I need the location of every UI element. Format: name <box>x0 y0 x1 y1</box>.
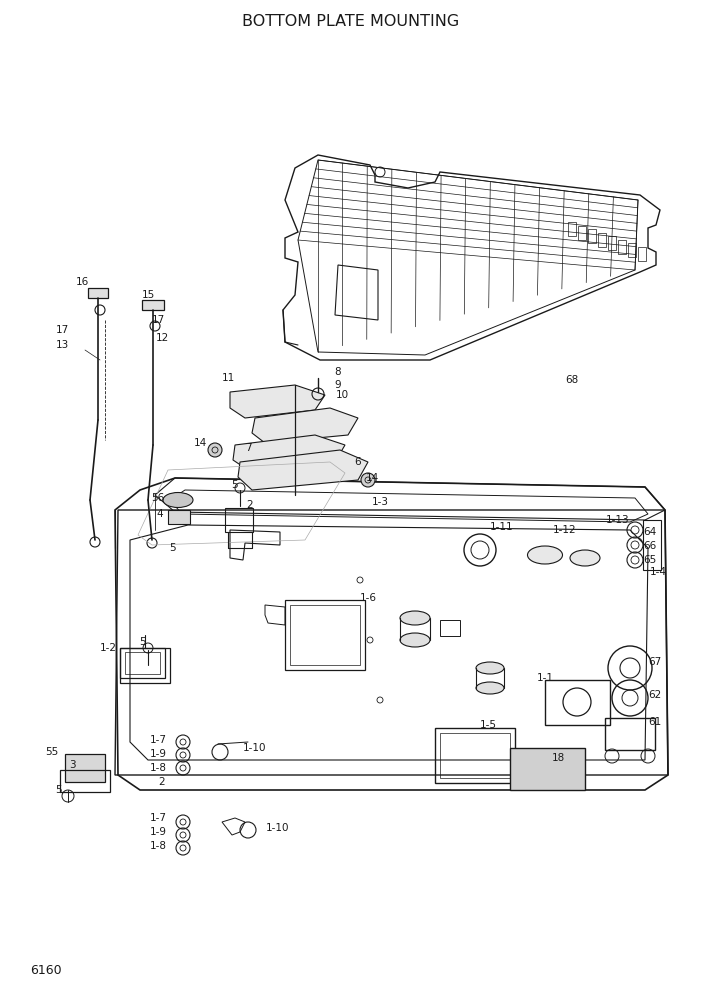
Bar <box>168 510 190 524</box>
Text: 1-5: 1-5 <box>479 720 496 730</box>
Bar <box>605 718 655 750</box>
Ellipse shape <box>570 550 600 566</box>
Bar <box>578 225 586 239</box>
Text: 3: 3 <box>69 760 75 770</box>
Bar <box>588 229 596 243</box>
Bar <box>142 300 164 310</box>
Circle shape <box>361 473 375 487</box>
Bar <box>440 733 510 778</box>
Ellipse shape <box>476 682 504 694</box>
Text: 6: 6 <box>355 457 362 467</box>
Bar <box>65 754 105 782</box>
Text: 18: 18 <box>551 753 564 763</box>
Text: 16: 16 <box>75 277 88 287</box>
Text: 1-3: 1-3 <box>371 497 388 507</box>
Text: 5: 5 <box>139 637 145 647</box>
Text: 6160: 6160 <box>30 963 62 976</box>
Text: 1-12: 1-12 <box>553 525 577 535</box>
Ellipse shape <box>476 662 504 674</box>
Text: 1-11: 1-11 <box>490 522 514 532</box>
Text: 55: 55 <box>46 747 59 757</box>
Bar <box>608 236 616 250</box>
Ellipse shape <box>400 633 430 647</box>
Text: 8: 8 <box>335 367 341 377</box>
Bar <box>628 243 636 257</box>
Text: 1-10: 1-10 <box>266 823 290 833</box>
Text: 1-8: 1-8 <box>150 763 166 773</box>
Text: 4: 4 <box>157 509 164 519</box>
Text: 10: 10 <box>336 390 349 400</box>
Text: 5: 5 <box>55 785 61 795</box>
Ellipse shape <box>400 611 430 625</box>
Text: 66: 66 <box>643 541 656 551</box>
Bar <box>643 520 661 570</box>
Bar <box>290 605 360 665</box>
Text: 13: 13 <box>55 340 69 350</box>
Polygon shape <box>230 385 325 418</box>
Bar <box>435 728 515 783</box>
Polygon shape <box>238 450 368 490</box>
Text: 61: 61 <box>649 717 661 727</box>
Text: 1-13: 1-13 <box>607 515 630 525</box>
Text: 62: 62 <box>649 690 661 700</box>
Text: 14: 14 <box>193 438 206 448</box>
Text: 68: 68 <box>565 375 578 385</box>
Text: 1-1: 1-1 <box>536 673 553 683</box>
Bar <box>125 652 160 674</box>
Text: 2: 2 <box>159 777 165 787</box>
Text: 1-8: 1-8 <box>150 841 166 851</box>
Bar <box>225 508 253 532</box>
Text: 2: 2 <box>246 500 253 510</box>
Text: 64: 64 <box>643 527 656 537</box>
Text: 1-7: 1-7 <box>150 813 166 823</box>
Text: 9: 9 <box>335 380 341 390</box>
Text: 11: 11 <box>221 373 234 383</box>
Text: 1-9: 1-9 <box>150 749 166 759</box>
Text: 56: 56 <box>152 493 165 503</box>
Bar <box>60 770 110 792</box>
Text: 1-4: 1-4 <box>649 567 666 577</box>
Text: 17: 17 <box>55 325 69 335</box>
Bar <box>618 239 626 254</box>
Text: 67: 67 <box>649 657 661 667</box>
Bar <box>285 600 365 670</box>
Text: 1-9: 1-9 <box>150 827 166 837</box>
Bar <box>88 288 108 298</box>
Text: 1-6: 1-6 <box>359 593 376 603</box>
Text: 5: 5 <box>168 543 176 553</box>
Text: 1-2: 1-2 <box>100 643 117 653</box>
Polygon shape <box>252 408 358 443</box>
Text: 7: 7 <box>245 443 251 453</box>
Bar <box>598 232 606 246</box>
Bar <box>510 748 585 790</box>
Bar <box>120 648 165 678</box>
Text: 12: 12 <box>155 333 168 343</box>
Bar <box>638 246 646 261</box>
Bar <box>440 620 460 636</box>
Text: 14: 14 <box>365 473 378 483</box>
Text: BOTTOM PLATE MOUNTING: BOTTOM PLATE MOUNTING <box>242 15 460 30</box>
Text: 17: 17 <box>152 315 165 325</box>
Text: 1-10: 1-10 <box>244 743 267 753</box>
Text: 1-7: 1-7 <box>150 735 166 745</box>
Circle shape <box>208 443 222 457</box>
Bar <box>545 680 610 725</box>
Polygon shape <box>233 435 345 470</box>
Bar <box>568 222 576 236</box>
Ellipse shape <box>163 492 193 508</box>
Bar <box>120 648 170 683</box>
Text: 15: 15 <box>141 290 154 300</box>
Text: 65: 65 <box>643 555 656 565</box>
Ellipse shape <box>527 546 562 564</box>
Text: 5: 5 <box>232 480 238 490</box>
